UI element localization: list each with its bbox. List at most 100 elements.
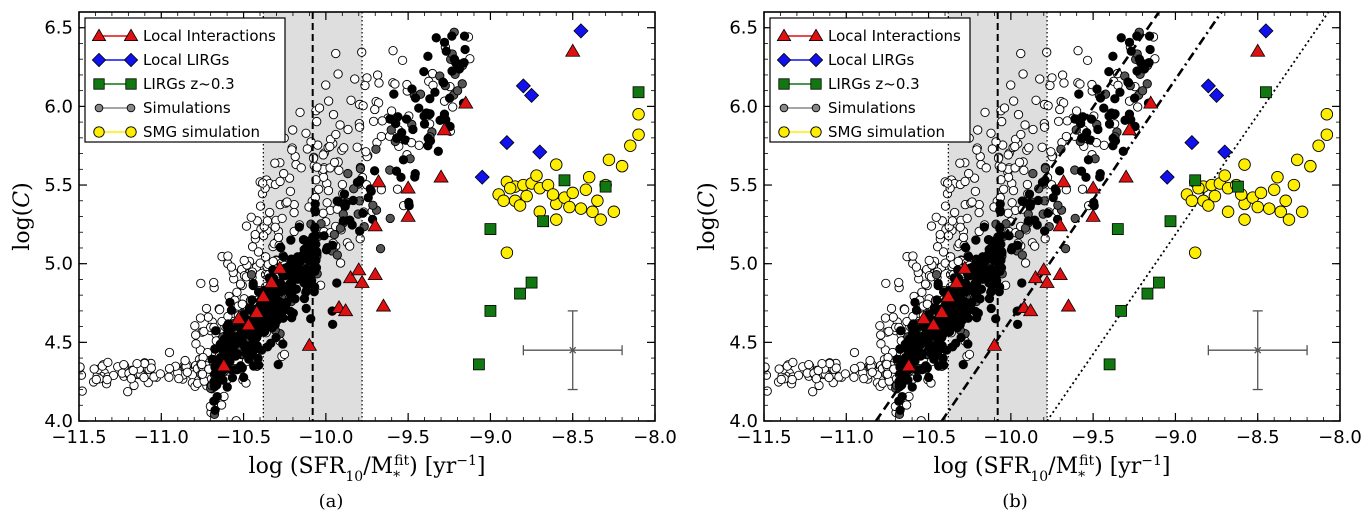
sim-point-open (270, 222, 280, 232)
sim-point-filled (345, 215, 355, 225)
sim-point-open (900, 305, 910, 315)
sim-point-open (894, 277, 904, 288)
sim-point-filled (339, 189, 350, 199)
local-interactions-point (375, 298, 392, 312)
sim-point-open (938, 247, 949, 257)
smg-simulation-point (1221, 205, 1235, 219)
legend-label-smg-simulation: SMG simulation (828, 123, 945, 141)
local-interactions-point (986, 337, 1003, 351)
smg-simulation-point (520, 189, 533, 203)
smg-simulation-point (1271, 170, 1284, 184)
sim-point-open (253, 247, 264, 257)
sim-point-filled (389, 89, 399, 99)
sim-point-filled (275, 242, 286, 252)
sim-point-filled (1043, 208, 1053, 218)
sim-point-open (318, 150, 328, 160)
sim-point-open (339, 143, 349, 153)
smg-simulation-point (624, 139, 637, 152)
sim-point-filled (1089, 201, 1099, 211)
sim-point-open (201, 303, 212, 314)
sim-point-filled (278, 313, 288, 323)
sim-point-open (955, 222, 965, 232)
sim-point-filled (286, 235, 296, 245)
smg-simulation-point (602, 153, 616, 167)
smg-simulation-point (566, 186, 579, 200)
sim-point-open (886, 303, 897, 314)
sim-point-filled (1129, 93, 1140, 103)
sim-point-open (958, 232, 969, 243)
sim-point-filled (425, 94, 435, 104)
sim-point-open (947, 216, 958, 226)
smg-simulation-point (500, 246, 514, 259)
sim-point-gray (375, 243, 386, 254)
sim-point-filled (934, 361, 944, 371)
lirgs-z-0-3-point (1103, 358, 1116, 371)
sim-point-filled (1120, 115, 1130, 125)
local-lirgs-point (1209, 87, 1225, 103)
local-interactions-point (1085, 180, 1101, 194)
y-tick-label: 6.0 (44, 96, 73, 117)
sim-point-open (888, 312, 898, 322)
legend-marker-lirgs-z-0-3 (778, 78, 790, 90)
smg-simulation-point (1304, 159, 1317, 173)
smg-simulation-point (513, 199, 527, 212)
local-lirgs-point (524, 87, 540, 103)
sim-point-filled (989, 276, 1000, 287)
sim-point-gray (1014, 229, 1024, 240)
sim-point-filled (1033, 195, 1043, 206)
lirgs-z-0-3-point (1111, 223, 1124, 235)
smg-simulation-point (1320, 128, 1334, 141)
sim-point-open (817, 358, 827, 369)
lirgs-z-0-3-point (599, 180, 612, 193)
y-tick-label: 6.0 (729, 96, 758, 117)
local-interactions-point (240, 317, 257, 331)
legend-marker-simulations (94, 103, 104, 113)
sim-point-open (1022, 179, 1033, 190)
smg-simulation-point (582, 170, 596, 184)
sim-point-open (867, 367, 877, 377)
sim-point-open (301, 128, 311, 138)
sim-point-open (1013, 109, 1024, 120)
sim-point-open (314, 184, 324, 194)
sim-point-open (182, 367, 192, 377)
sim-point-open (174, 373, 184, 384)
smg-simulation-point (1295, 205, 1309, 219)
sim-point-gray (452, 86, 463, 96)
sim-point-filled (278, 339, 288, 349)
sim-point-open (973, 125, 983, 135)
sim-point-open (195, 313, 206, 323)
sim-point-gray (1040, 164, 1051, 174)
local-interactions-point (458, 95, 474, 109)
local-interactions-point (1085, 208, 1101, 222)
sim-point-filled (1108, 51, 1118, 61)
sim-point-filled (960, 242, 971, 252)
sim-point-open (390, 79, 400, 89)
sim-point-open (808, 387, 818, 397)
sim-point-filled (285, 282, 295, 292)
sim-point-open (876, 330, 886, 340)
lirgs-z-0-3-point (473, 358, 485, 371)
local-lirgs-point (515, 78, 531, 94)
local-interactions-point (1052, 218, 1068, 232)
sim-point-open (953, 256, 963, 266)
sim-point-open (940, 201, 951, 211)
local-interactions-point (1022, 303, 1039, 317)
sim-point-filled (273, 359, 283, 370)
sim-point-open (277, 213, 287, 224)
sim-point-filled (908, 328, 918, 339)
sim-point-open (764, 386, 772, 396)
sim-point-filled (278, 252, 289, 262)
sim-point-open (235, 279, 246, 289)
sim-point-filled (921, 361, 931, 371)
sim-point-filled (971, 235, 981, 245)
sim-point-open (962, 213, 972, 224)
sim-point-filled (963, 252, 974, 262)
smg-simulation-point (497, 194, 510, 207)
sim-point-filled (907, 382, 917, 392)
sim-point-filled (444, 93, 455, 103)
local-interactions-point (1055, 174, 1072, 188)
sim-point-filled (253, 353, 263, 364)
sim-point-filled (1115, 87, 1125, 97)
sim-point-open (955, 158, 965, 168)
sim-point-open (232, 287, 242, 297)
